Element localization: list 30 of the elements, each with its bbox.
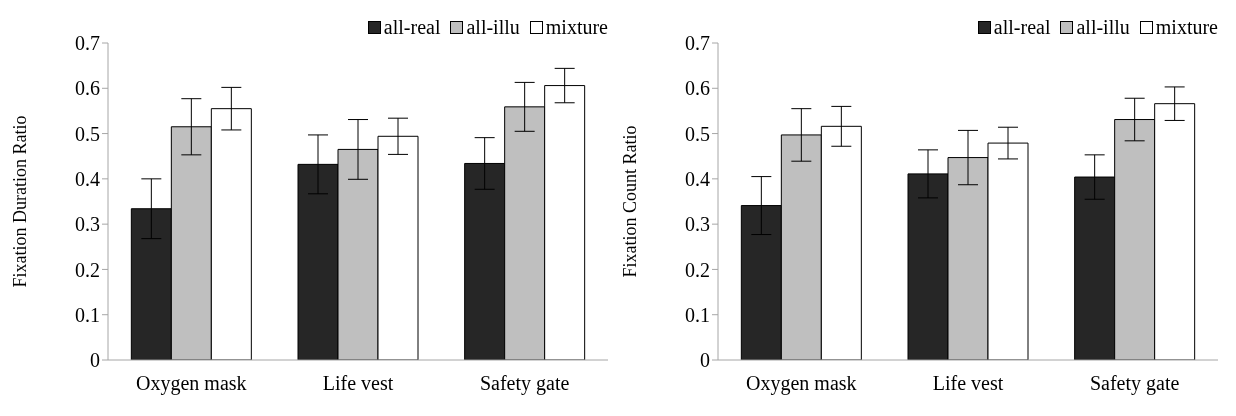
legend-label: all-real: [992, 16, 1051, 39]
y-tick-label: 0.7: [75, 32, 100, 55]
y-tick-label: 0.6: [75, 77, 100, 100]
x-tick-label: Life vest: [932, 372, 1004, 395]
y-tick-label: 0.3: [75, 213, 100, 236]
legend-label: mixture: [1154, 16, 1218, 39]
y-tick-label: 0.3: [685, 213, 710, 236]
y-tick-label: 0.2: [75, 258, 100, 281]
y-tick-label: 0.7: [685, 32, 710, 55]
x-tick-label: Safety gate: [479, 372, 570, 396]
legend-label: all-illu: [465, 16, 520, 39]
y-tick-label: 0.5: [75, 122, 100, 145]
y-axis-title: Fixation Count Ratio: [620, 125, 641, 278]
legend-label: all-real: [382, 16, 441, 39]
x-tick-label: Life vest: [322, 372, 394, 395]
y-tick-label: 0.4: [685, 167, 710, 190]
y-tick-label: 0.4: [75, 167, 100, 190]
y-tick-label: 0.6: [685, 77, 710, 100]
x-tick-label: Safety gate: [1089, 372, 1180, 396]
y-tick-label: 0: [700, 349, 710, 372]
y-tick-label: 0.1: [685, 303, 710, 326]
y-tick-label: 0: [90, 349, 100, 372]
legend-label: mixture: [544, 16, 608, 39]
x-tick-label: Oxygen mask: [136, 372, 247, 396]
y-tick-label: 0.2: [685, 258, 710, 281]
y-axis-title: Fixation Duration Ratio: [10, 115, 31, 288]
x-tick-label: Oxygen mask: [746, 372, 857, 396]
y-tick-label: 0.1: [75, 303, 100, 326]
y-tick-label: 0.5: [685, 122, 710, 145]
legend-label: all-illu: [1075, 16, 1130, 39]
